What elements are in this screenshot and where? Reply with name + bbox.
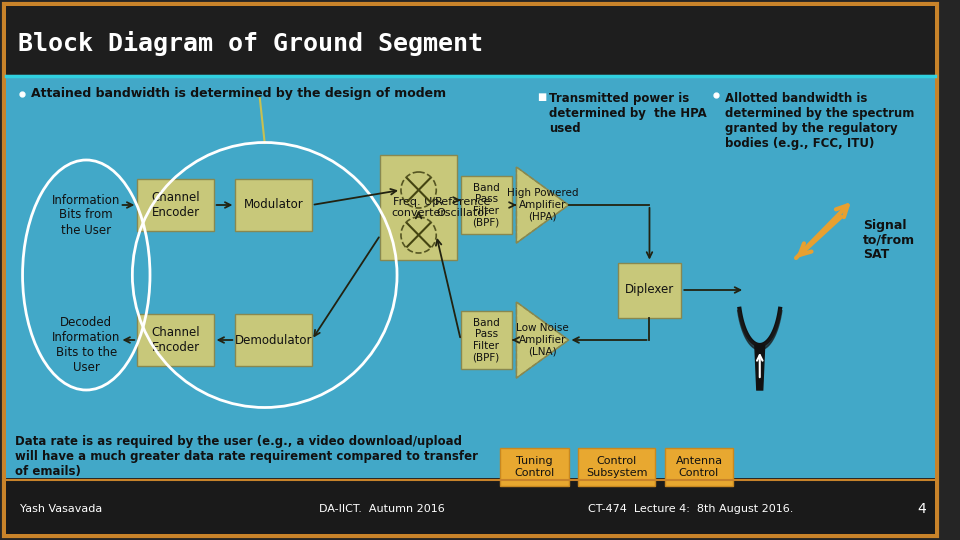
FancyBboxPatch shape	[137, 314, 214, 366]
FancyBboxPatch shape	[6, 78, 935, 478]
Text: Yash Vasavada: Yash Vasavada	[19, 504, 102, 514]
FancyBboxPatch shape	[578, 448, 655, 486]
FancyBboxPatch shape	[500, 448, 568, 486]
Text: DA-IICT.  Autumn 2016: DA-IICT. Autumn 2016	[320, 504, 445, 514]
FancyBboxPatch shape	[664, 448, 733, 486]
Text: Antenna
Control: Antenna Control	[676, 456, 723, 478]
Text: Channel
Encoder: Channel Encoder	[151, 326, 200, 354]
FancyBboxPatch shape	[137, 179, 214, 231]
FancyBboxPatch shape	[6, 6, 935, 74]
Text: Reference
Oscillator: Reference Oscillator	[435, 197, 491, 218]
FancyBboxPatch shape	[235, 314, 312, 366]
Text: Decoded
Information
Bits to the
User: Decoded Information Bits to the User	[52, 316, 120, 374]
FancyBboxPatch shape	[4, 4, 937, 536]
Text: Signal
to/from
SAT: Signal to/from SAT	[863, 219, 915, 261]
Text: 4: 4	[917, 502, 925, 516]
Text: Freq. Up-
converter: Freq. Up- converter	[392, 197, 445, 218]
Text: Diplexer: Diplexer	[625, 284, 674, 296]
Text: Band
Pass
Filter
(BPF): Band Pass Filter (BPF)	[472, 183, 500, 227]
Polygon shape	[737, 309, 781, 350]
Polygon shape	[516, 167, 568, 243]
Text: Attained bandwidth is determined by the design of modem: Attained bandwidth is determined by the …	[32, 87, 446, 100]
FancyBboxPatch shape	[380, 155, 457, 260]
Text: Block Diagram of Ground Segment: Block Diagram of Ground Segment	[17, 31, 483, 57]
FancyBboxPatch shape	[6, 480, 935, 534]
Text: Information
Bits from
the User: Information Bits from the User	[52, 193, 120, 237]
Polygon shape	[516, 302, 568, 378]
FancyBboxPatch shape	[235, 179, 312, 231]
Text: Transmitted power is
determined by  the HPA
used: Transmitted power is determined by the H…	[549, 92, 707, 135]
Text: Modulator: Modulator	[244, 199, 303, 212]
Text: Allotted bandwidth is
determined by the spectrum
granted by the regulatory
bodie: Allotted bandwidth is determined by the …	[726, 92, 915, 150]
Text: Control
Subsystem: Control Subsystem	[586, 456, 647, 478]
Text: Demodulator: Demodulator	[235, 334, 312, 347]
Text: ■: ■	[538, 92, 546, 102]
Text: Data rate is as required by the user (e.g., a video download/upload
will have a : Data rate is as required by the user (e.…	[14, 435, 478, 478]
Text: Tuning
Control: Tuning Control	[515, 456, 555, 478]
Text: Band
Pass
Filter
(BPF): Band Pass Filter (BPF)	[472, 318, 500, 362]
Polygon shape	[755, 345, 765, 390]
Text: Low Noise
Amplifier
(LNA): Low Noise Amplifier (LNA)	[516, 323, 569, 356]
FancyBboxPatch shape	[617, 262, 682, 318]
Text: CT-474  Lecture 4:  8th August 2016.: CT-474 Lecture 4: 8th August 2016.	[588, 504, 794, 514]
FancyBboxPatch shape	[461, 176, 512, 234]
Text: High Powered
Amplifier
(HPA): High Powered Amplifier (HPA)	[507, 188, 578, 221]
Text: Channel
Encoder: Channel Encoder	[151, 191, 200, 219]
FancyBboxPatch shape	[461, 311, 512, 369]
